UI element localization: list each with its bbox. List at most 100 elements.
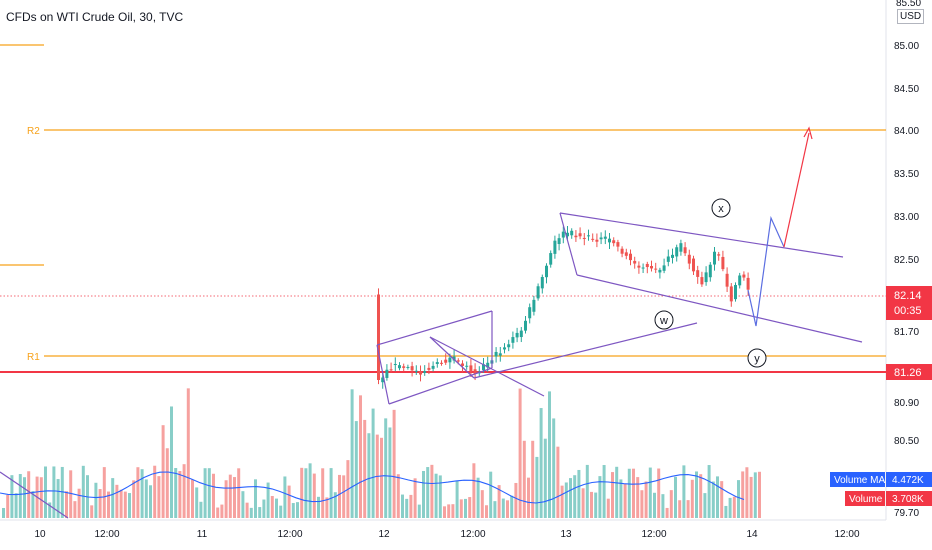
time-tick: 12:00 [94,529,119,540]
volume-bar [216,507,220,518]
volume-bar [438,475,442,518]
volume-bar [577,469,581,518]
candle-body [729,286,733,302]
candle-body [528,307,532,319]
volume-bar [661,494,665,518]
volume-bar [758,471,761,518]
volume-bar [539,408,543,518]
candle-body [377,294,380,381]
volume-bar [203,468,207,518]
candle-body [423,371,427,374]
candle-body [557,238,561,245]
volume-bar [417,504,421,518]
time-tick: 10 [34,529,46,540]
candle-body [431,365,435,369]
volume-bar [556,446,560,518]
candle-body [578,233,582,237]
candle-body [545,265,548,278]
volume-bar [44,466,47,518]
volume-bar [304,468,308,518]
volume-bar [535,456,539,518]
candle-body [494,351,498,357]
candle-body [624,252,628,256]
candle-body [692,258,695,272]
volume-bar [522,440,526,518]
volume-bar [237,468,241,518]
volume-bar [636,477,640,518]
candle-body [440,362,443,364]
volume-bar [657,468,661,518]
support-price-value: 81.26 [894,367,922,379]
svg-text:x: x [718,203,724,215]
volume-bar [606,498,610,518]
candle-body [633,260,637,264]
volume-bar [342,475,346,518]
volume-bar [384,418,388,518]
candle-body [721,256,725,270]
candle-body [666,256,670,262]
volume-bar [300,467,304,518]
candle-body [708,264,712,278]
volume-bar [602,465,606,518]
candle-body [574,235,578,238]
volume-bar [354,421,358,518]
volume-bar [711,481,715,518]
candle-body [486,362,490,368]
wave-label-x[interactable]: x [711,198,731,218]
volume-bar [594,492,598,518]
volume-bar [510,495,514,518]
volume-bar [472,463,476,518]
volume-bar [716,476,719,518]
forecast-path-blue[interactable] [747,215,785,327]
rising-channel[interactable] [376,310,493,405]
candle-body [532,299,536,312]
price-axis[interactable]: 85.50 85.00 84.50 84.00 83.50 83.00 82.5… [894,0,921,519]
volume-bar [564,482,568,518]
volume-bar [527,477,530,518]
candle-body [650,265,653,269]
volume-bar [182,464,186,518]
volume-bar [233,477,236,518]
candle-body [427,367,431,370]
volume-bar [195,487,199,518]
volume-bar [170,406,173,518]
wave-label-w[interactable]: w [654,310,674,330]
volume-bar [518,388,522,518]
volume-bar [207,468,211,518]
volume-bar [140,469,144,518]
svg-text:w: w [659,315,668,327]
candle-body [616,242,620,247]
volume-bar [497,485,501,518]
price-tick: 80.90 [894,398,919,409]
volume-bar [480,490,484,518]
descending-channel[interactable] [559,212,863,343]
candle-body [713,251,716,265]
volume-bar [682,465,686,518]
candle-body [482,364,485,371]
volume-ma-value-tag [886,472,932,487]
volume-bar [615,466,619,518]
candle-body [725,273,729,287]
candle-body [700,277,704,285]
volume-tag [845,491,885,506]
volume-bar [39,477,43,518]
time-tick: 12 [378,529,390,540]
time-tick: 12:00 [641,529,666,540]
wave-label-y[interactable]: y [747,348,767,368]
triangle-lines[interactable] [429,322,698,397]
candle-body [536,286,540,299]
volume-bar [186,388,190,518]
volume-bar [48,502,52,518]
currency-selector[interactable]: USD [897,9,925,24]
volume-bar [678,500,682,518]
arrowhead [803,126,813,140]
volume-bar [317,496,320,518]
time-tick: 14 [746,529,758,540]
candle-body [582,237,586,239]
time-axis[interactable]: 10 12:00 11 12:00 12 12:00 13 12:00 14 1… [34,529,860,540]
forecast-arrow[interactable] [783,132,810,248]
candle-body [687,254,691,264]
volume-bar [367,433,371,518]
volume-bar [27,471,31,518]
